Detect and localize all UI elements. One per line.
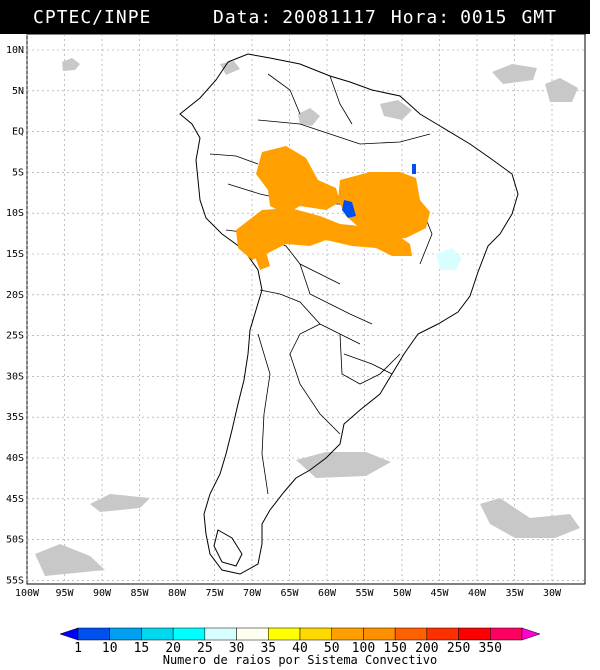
longitude-label: 90W xyxy=(93,588,112,599)
header-bar: CPTEC/INPE Data: 20081117 Hora: 0015 GMT xyxy=(0,0,590,34)
legend-swatch xyxy=(490,627,523,641)
latitude-label: 10N xyxy=(6,45,24,56)
longitude-label: 95W xyxy=(55,588,74,599)
legend-title: Numero de raios por Sistema Convectivo xyxy=(162,653,438,667)
longitude-label: 45W xyxy=(430,588,449,599)
datetime-label: Data: 20081117 Hora: 0015 GMT xyxy=(213,7,557,28)
legend-value: 250 xyxy=(447,641,470,656)
legend-swatch xyxy=(363,627,396,641)
latitude-label: 15S xyxy=(6,249,24,260)
latitude-label: 40S xyxy=(6,453,24,464)
longitude-label: 70W xyxy=(243,588,262,599)
lightning-map: 10N 5N EQ 5S 10S 15S 20S 25S 30S 35S 40S 45S 50S 55S … xyxy=(0,34,600,604)
longitude-label: 80W xyxy=(168,588,187,599)
legend-value: 1 xyxy=(74,641,82,656)
lightning-clusters xyxy=(236,146,430,260)
graticule-grid xyxy=(26,34,585,584)
latitude-label: 55S xyxy=(6,575,24,586)
latitude-label: 50S xyxy=(6,535,24,546)
longitude-label: 65W xyxy=(280,588,299,599)
legend-arrow-right xyxy=(521,627,541,641)
longitude-label: 60W xyxy=(318,588,337,599)
date-label: Data: xyxy=(213,6,273,28)
legend-swatch xyxy=(204,627,237,641)
hour-value: 0015 xyxy=(460,6,508,28)
legend-swatch xyxy=(236,627,269,641)
color-legend: 1 10 15 20 25 30 35 40 50 100 150 200 250 350 xyxy=(59,627,541,656)
legend-swatch xyxy=(331,627,364,641)
legend-arrow-left xyxy=(59,627,79,641)
legend-swatch xyxy=(458,627,491,641)
low-count-cluster xyxy=(436,248,462,270)
legend-value: 30 xyxy=(229,641,245,656)
longitude-label: 100W xyxy=(15,588,40,599)
legend-swatch xyxy=(426,627,459,641)
latitude-label: 25S xyxy=(6,331,24,342)
longitude-label: 50W xyxy=(393,588,412,599)
latitude-label: 10S xyxy=(6,208,24,219)
legend-value: 20 xyxy=(165,641,181,656)
latitude-label: 20S xyxy=(6,290,24,301)
legend-swatch xyxy=(268,627,301,641)
longitude-label: 30W xyxy=(543,588,562,599)
latitude-label: 45S xyxy=(6,494,24,505)
latitude-label: 35S xyxy=(6,412,24,423)
legend-value: 40 xyxy=(292,641,308,656)
latitude-label: 5N xyxy=(12,86,24,97)
legend-value: 25 xyxy=(197,641,213,656)
legend-swatch xyxy=(172,627,206,641)
legend-value: 350 xyxy=(479,641,502,656)
legend-swatch xyxy=(109,627,142,641)
longitude-labels: 100W 95W 90W 85W 80W 75W 70W 65W 60W 55W 50W 45W 40W… xyxy=(15,588,562,599)
lightning-cluster-small xyxy=(254,252,270,270)
legend-color-bar xyxy=(59,627,541,641)
hour-label: Hora: xyxy=(390,6,451,28)
legend-swatch xyxy=(141,627,174,641)
legend-value: 100 xyxy=(352,641,375,656)
longitude-label: 75W xyxy=(205,588,224,599)
longitude-label: 35W xyxy=(505,588,524,599)
latitude-label: EQ xyxy=(12,127,24,138)
latitude-labels: 10N 5N EQ 5S 10S 15S 20S 25S 30S 35S 40S 45S 50S 55S xyxy=(6,45,24,586)
legend-value: 150 xyxy=(383,641,406,656)
legend-value: 10 xyxy=(102,641,118,656)
coastline xyxy=(179,53,519,575)
longitude-label: 85W xyxy=(130,588,149,599)
organization-label: CPTEC/INPE xyxy=(33,6,152,28)
latitude-label: 30S xyxy=(6,371,24,382)
date-value: 20081117 xyxy=(282,6,377,28)
legend-value-labels: 1 10 15 20 25 30 35 40 50 100 150 200 250 350 xyxy=(74,641,502,656)
timezone-label: GMT xyxy=(521,6,557,28)
longitude-label: 55W xyxy=(355,588,374,599)
legend-swatch xyxy=(77,627,110,641)
legend-swatch xyxy=(299,627,332,641)
longitude-label: 40W xyxy=(468,588,487,599)
high-density-spots xyxy=(342,164,416,218)
latitude-label: 5S xyxy=(12,167,24,178)
legend-value: 200 xyxy=(415,641,438,656)
legend-value: 15 xyxy=(134,641,150,656)
legend-value: 50 xyxy=(324,641,340,656)
legend-value: 35 xyxy=(260,641,276,656)
legend-swatch xyxy=(394,627,428,641)
map-canvas: 10N5NEQ5S10S15S20S25S30S35S40S45S50S55S … xyxy=(6,34,586,599)
cloud-patches xyxy=(35,58,580,576)
